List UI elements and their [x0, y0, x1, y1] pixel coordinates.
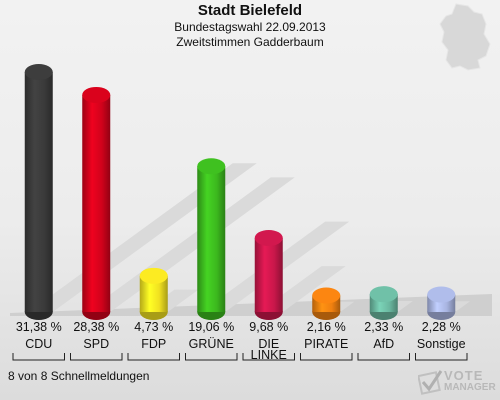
value-label-gruene: 19,06 % — [188, 320, 234, 334]
category-label-cdu: CDU — [25, 337, 52, 351]
labels-layer: 31,38 % CDU 28,38 % SPD 4,73 % FDP 19,06 % GRÜN… — [12, 320, 468, 362]
bar-spd — [82, 86, 111, 320]
checkmark-icon — [418, 370, 443, 395]
value-label-fdp: 4,73 % — [134, 320, 173, 334]
svg-text:DIE: DIE — [258, 337, 279, 351]
value-label-cdu: 31,38 % — [16, 320, 62, 334]
bars-layer — [24, 64, 456, 320]
bar-die-linke — [254, 229, 283, 320]
bar-afd — [369, 286, 398, 320]
title-block: Stadt Bielefeld Bundestagswahl 22.09.201… — [0, 2, 500, 50]
bar-pirate — [312, 287, 341, 320]
svg-text:SPD: SPD — [83, 337, 109, 351]
value-label-pirate: 2,16 % — [307, 320, 346, 334]
category-label-pirate: PIRATE — [304, 337, 348, 351]
bar-fdp — [139, 267, 168, 320]
svg-text:Sonstige: Sonstige — [417, 337, 466, 351]
category-bracket-gruene — [185, 353, 238, 361]
category-bracket-fdp — [127, 353, 180, 361]
svg-text:LINKE: LINKE — [251, 348, 287, 362]
svg-text:CDU: CDU — [25, 337, 52, 351]
chart-subtitle-district: Zweitstimmen Gadderbaum — [176, 35, 324, 49]
category-bracket-sonstige — [415, 353, 468, 361]
svg-text:AfD: AfD — [373, 337, 394, 351]
category-label-fdp: FDP — [141, 337, 166, 351]
germany-map-icon — [439, 3, 491, 71]
category-bracket-spd — [70, 353, 123, 361]
chart-subtitle-election: Bundestagswahl 22.09.2013 — [174, 20, 326, 34]
category-bracket-cdu — [12, 353, 65, 361]
value-label-spd: 28,38 % — [73, 320, 119, 334]
category-bracket-die-linke — [242, 353, 295, 361]
bar-gruene — [197, 158, 226, 320]
category-label-gruene: GRÜNE — [189, 337, 234, 351]
category-bracket-pirate — [300, 353, 353, 361]
category-bracket-afd — [357, 353, 410, 361]
category-label-spd: SPD — [83, 337, 109, 351]
logo-text-vote: VOTE — [444, 368, 484, 383]
svg-text:GRÜNE: GRÜNE — [189, 337, 234, 351]
vote-manager-logo: VOTE MANAGER — [418, 366, 496, 398]
footnote: 8 von 8 Schnellmeldungen — [8, 369, 150, 383]
value-label-afd: 2,33 % — [364, 320, 403, 334]
category-label-afd: AfD — [373, 337, 394, 351]
svg-text:PIRATE: PIRATE — [304, 337, 348, 351]
bar-shadow-spd — [86, 177, 295, 312]
category-label-sonstige: Sonstige — [417, 337, 466, 351]
svg-text:FDP: FDP — [141, 337, 166, 351]
value-label-die-linke: 9,68 % — [249, 320, 288, 334]
logo-text-manager: MANAGER — [444, 382, 496, 393]
bar-sonstige — [427, 286, 456, 320]
chart-title: Stadt Bielefeld — [197, 2, 303, 19]
bar-cdu — [24, 64, 53, 320]
value-label-sonstige: 2,28 % — [422, 320, 461, 334]
